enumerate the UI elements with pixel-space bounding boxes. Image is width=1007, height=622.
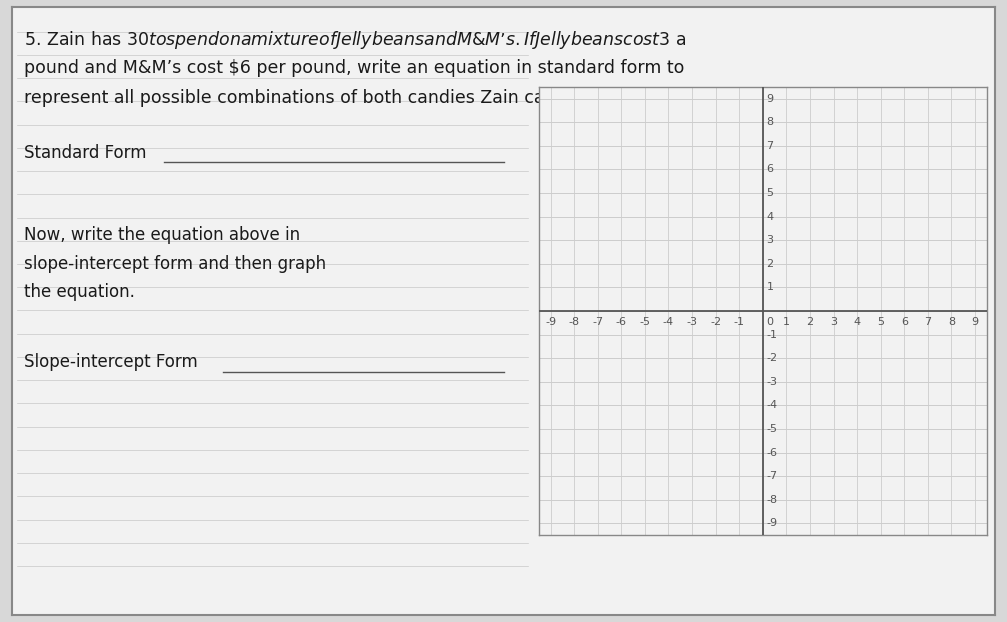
Text: Slope-intercept Form: Slope-intercept Form [24, 353, 197, 371]
Text: 3: 3 [766, 235, 773, 245]
Text: the equation.: the equation. [24, 283, 135, 301]
Text: Standard Form: Standard Form [24, 144, 146, 162]
Text: 8: 8 [766, 118, 773, 128]
Text: represent all possible combinations of both candies Zain can buy.: represent all possible combinations of b… [24, 90, 596, 108]
Text: -7: -7 [592, 317, 603, 327]
Text: 7: 7 [924, 317, 931, 327]
Text: -2: -2 [710, 317, 721, 327]
Text: pound and M&M’s cost $6 per pound, write an equation in standard form to: pound and M&M’s cost $6 per pound, write… [24, 59, 684, 77]
Text: 9: 9 [766, 94, 773, 104]
Text: -3: -3 [766, 377, 777, 387]
Text: -5: -5 [639, 317, 651, 327]
Text: -1: -1 [734, 317, 745, 327]
Text: 4: 4 [766, 211, 773, 221]
Text: 8: 8 [948, 317, 955, 327]
Text: 6: 6 [901, 317, 908, 327]
Text: -9: -9 [545, 317, 556, 327]
Text: 1: 1 [766, 282, 773, 292]
Text: -4: -4 [766, 401, 777, 411]
Text: 2: 2 [766, 259, 773, 269]
Text: 3: 3 [830, 317, 837, 327]
Text: -9: -9 [766, 518, 777, 528]
Text: -8: -8 [569, 317, 580, 327]
Text: 6: 6 [766, 164, 773, 175]
Text: 2: 2 [807, 317, 814, 327]
Text: 5: 5 [877, 317, 884, 327]
Text: 7: 7 [766, 141, 773, 151]
Text: 9: 9 [972, 317, 979, 327]
Text: -7: -7 [766, 471, 777, 481]
Text: -6: -6 [766, 447, 777, 458]
Text: 0: 0 [766, 317, 773, 327]
Text: 1: 1 [782, 317, 789, 327]
Text: Now, write the equation above in: Now, write the equation above in [24, 226, 300, 244]
Text: slope-intercept form and then graph: slope-intercept form and then graph [24, 254, 326, 272]
Text: -5: -5 [766, 424, 777, 434]
Text: 4: 4 [854, 317, 861, 327]
Text: -4: -4 [663, 317, 674, 327]
Text: 5. Zain has $30 to spend on a mixture of Jellybeans and M&M’s. If Jellybeans cos: 5. Zain has $30 to spend on a mixture of… [24, 29, 686, 51]
Text: 5: 5 [766, 188, 773, 198]
Text: -6: -6 [616, 317, 626, 327]
Text: -3: -3 [687, 317, 698, 327]
Text: -1: -1 [766, 330, 777, 340]
Text: -8: -8 [766, 494, 777, 504]
Text: -2: -2 [766, 353, 777, 363]
